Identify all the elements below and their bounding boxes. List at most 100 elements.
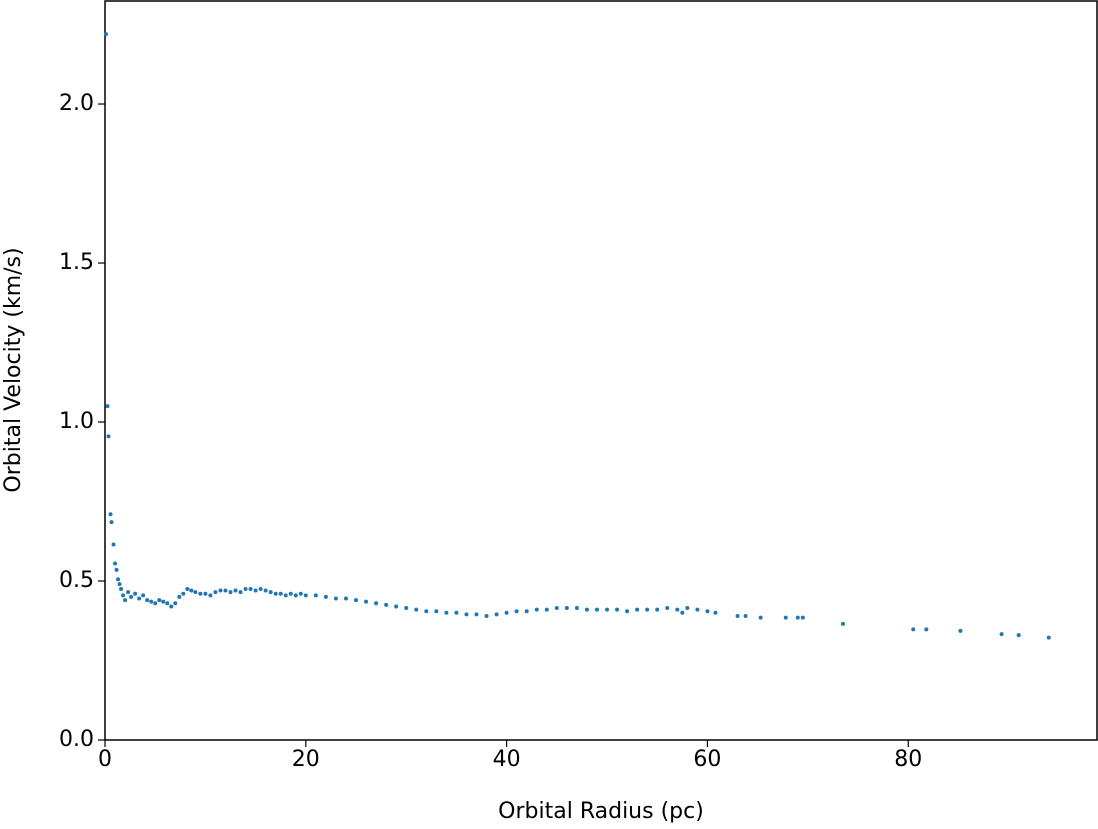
scatter-point: [119, 586, 124, 591]
scatter-point: [695, 607, 700, 612]
scatter-point: [615, 607, 620, 612]
scatter-point: [564, 606, 569, 611]
scatter-point: [554, 606, 559, 611]
scatter-point: [795, 615, 800, 620]
scatter-point: [713, 610, 718, 615]
scatter-point: [278, 591, 283, 596]
scatter-point: [343, 596, 348, 601]
scatter-point: [303, 593, 308, 598]
scatter-point: [605, 607, 610, 612]
y-axis-label: Orbital Velocity (km/s): [1, 247, 26, 492]
scatter-point: [323, 594, 328, 599]
scatter-point: [253, 588, 258, 593]
scatter-point: [354, 598, 359, 603]
scatter-point: [145, 598, 150, 603]
scatter-point: [105, 404, 110, 409]
scatter-point: [104, 32, 109, 37]
scatter-point: [584, 607, 589, 612]
scatter-point: [454, 610, 459, 615]
scatter-point: [153, 601, 158, 606]
scatter-point: [109, 520, 114, 525]
scatter-point: [635, 607, 640, 612]
scatter-point: [474, 612, 479, 617]
scatter-point: [1016, 633, 1021, 638]
scatter-point: [424, 609, 429, 614]
scatter-point: [655, 607, 660, 612]
scatter-point: [123, 598, 128, 603]
scatter-point: [625, 609, 630, 614]
scatter-point: [126, 590, 131, 595]
scatter-point: [268, 590, 273, 595]
y-tick-label: 2.0: [59, 91, 94, 116]
scatter-point: [248, 586, 253, 591]
scatter-point: [1046, 635, 1051, 640]
scatter-point: [705, 609, 710, 614]
scatter-point: [364, 599, 369, 604]
x-tick-label: 0: [98, 747, 112, 772]
scatter-point: [514, 609, 519, 614]
scatter-point: [263, 588, 268, 593]
scatter-point: [165, 601, 170, 606]
scatter-point: [645, 607, 650, 612]
scatter-point: [999, 632, 1004, 637]
scatter-point: [758, 615, 763, 620]
scatter-point: [111, 542, 116, 547]
scatter-point: [313, 593, 318, 598]
scatter-point: [238, 590, 243, 595]
scatter-point: [293, 593, 298, 598]
scatter-point: [223, 588, 228, 593]
x-tick-label: 20: [292, 747, 320, 772]
scatter-point: [177, 594, 182, 599]
scatter-point: [157, 598, 162, 603]
scatter-point: [218, 588, 223, 593]
y-tick-label: 1.0: [59, 409, 94, 434]
scatter-point: [283, 593, 288, 598]
scatter-point: [141, 593, 146, 598]
scatter-point: [675, 607, 680, 612]
scatter-point: [404, 606, 409, 611]
scatter-point: [444, 610, 449, 615]
y-tick-label: 1.5: [59, 250, 94, 275]
scatter-point: [534, 607, 539, 612]
y-tick-label: 0.5: [59, 568, 94, 593]
scatter-point: [374, 601, 379, 606]
scatter-point: [121, 593, 126, 598]
scatter-point: [114, 567, 119, 572]
scatter-point: [911, 627, 916, 632]
scatter-point: [213, 590, 218, 595]
scatter-point: [243, 586, 248, 591]
scatter-point: [594, 607, 599, 612]
scatter-point: [133, 591, 138, 596]
scatter-point: [189, 588, 194, 593]
scatter-point: [840, 621, 845, 626]
scatter-point: [193, 590, 198, 595]
scatter-point: [484, 613, 489, 618]
scatter-point: [129, 594, 134, 599]
scatter-point: [208, 593, 213, 598]
scatter-point: [394, 604, 399, 609]
scatter-point: [735, 613, 740, 618]
scatter-point: [680, 610, 685, 615]
scatter-point: [161, 599, 166, 604]
scatter-point: [108, 512, 113, 517]
scatter-point: [434, 609, 439, 614]
x-tick-label: 60: [693, 747, 721, 772]
scatter-point: [298, 591, 303, 596]
scatter-point: [574, 606, 579, 611]
scatter-point: [185, 586, 190, 591]
scatter-point: [743, 613, 748, 618]
scatter-point: [203, 591, 208, 596]
scatter-point: [106, 434, 111, 439]
scatter-point: [258, 586, 263, 591]
scatter-point: [288, 591, 293, 596]
scatter-point: [333, 596, 338, 601]
y-tick-label: 0.0: [59, 727, 94, 752]
scatter-point: [228, 590, 233, 595]
scatter-point: [958, 628, 963, 633]
scatter-point: [233, 588, 238, 593]
scatter-point: [665, 606, 670, 611]
plot-frame: [104, 0, 1098, 741]
scatter-point: [173, 601, 178, 606]
scatter-point: [494, 612, 499, 617]
